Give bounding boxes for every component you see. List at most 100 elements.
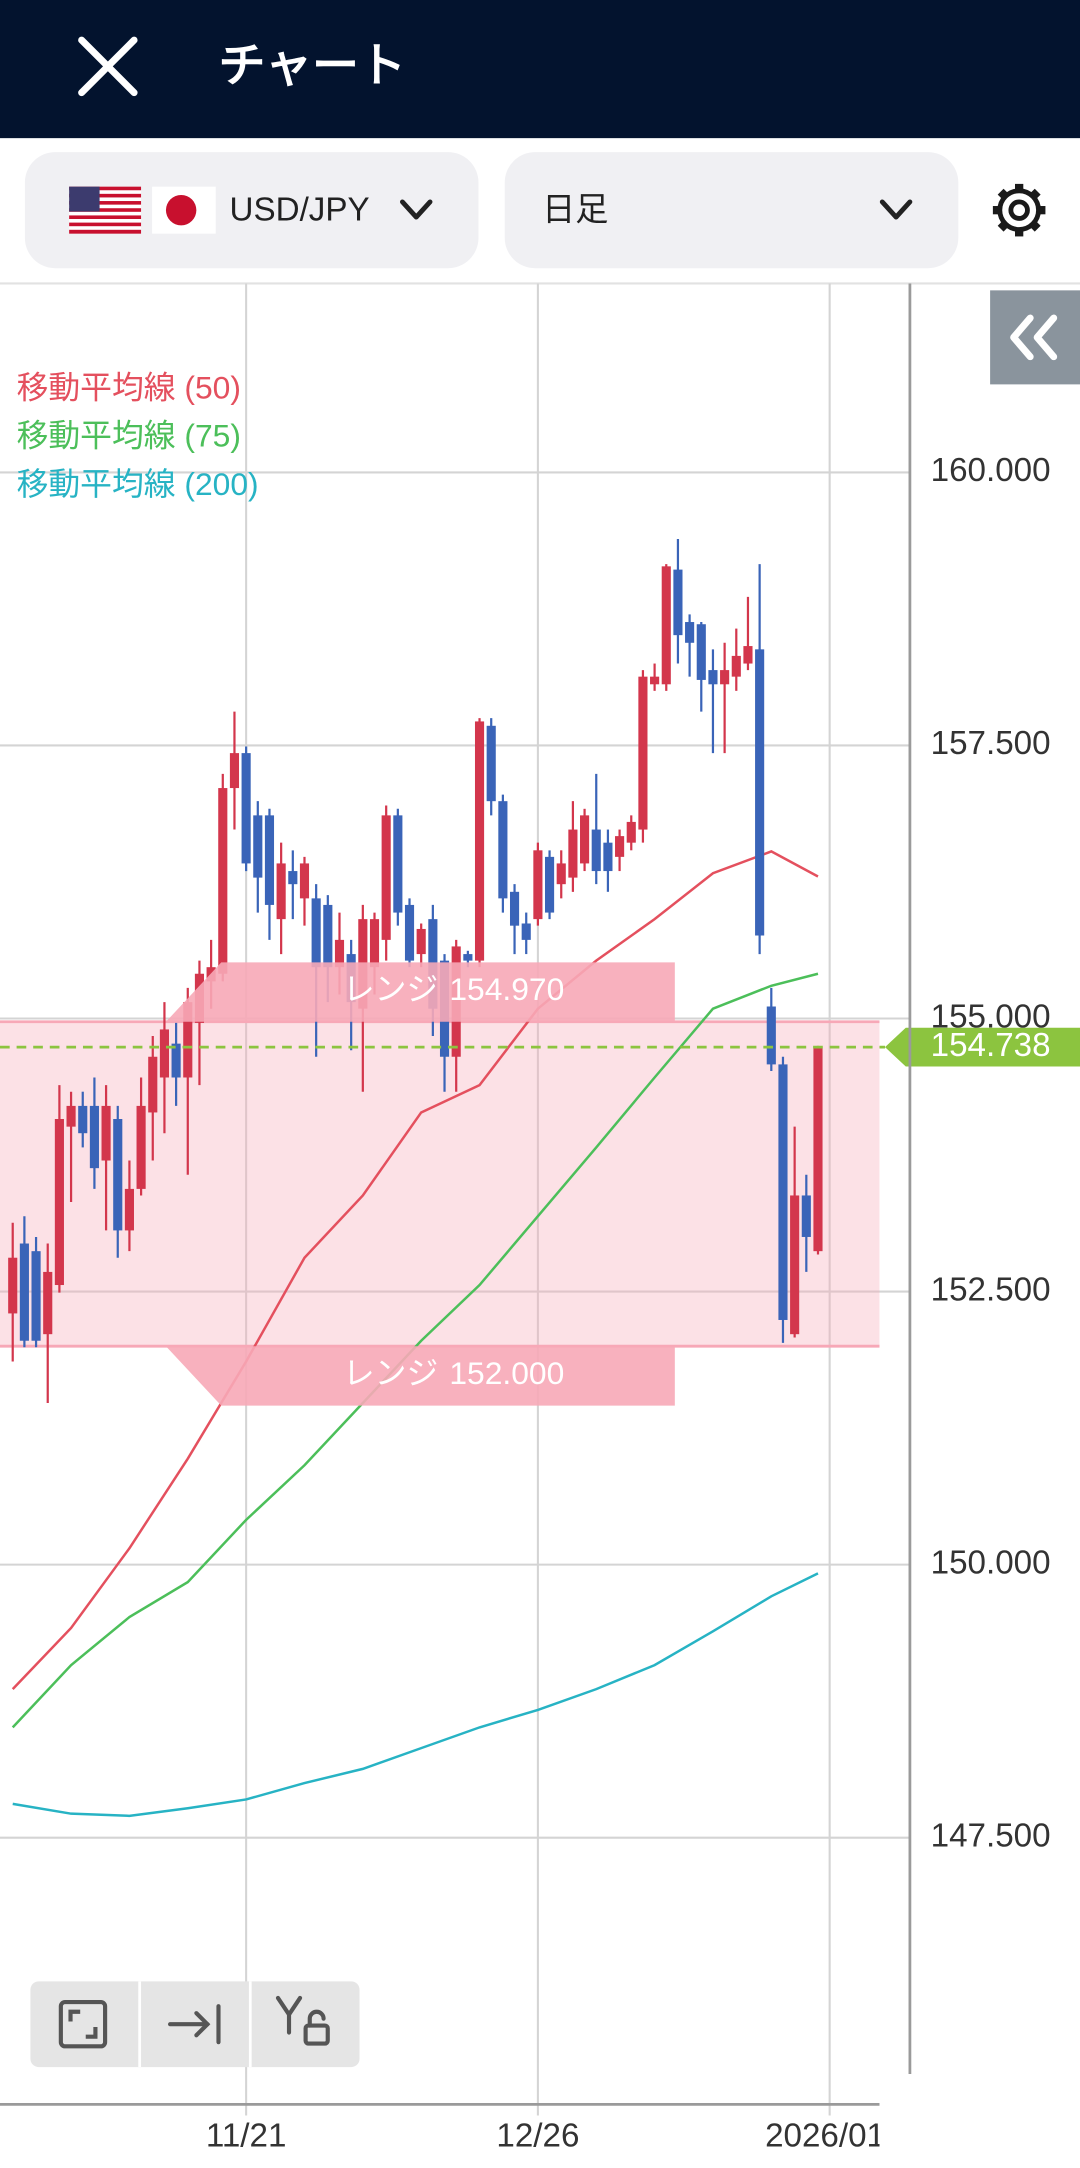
candle-body bbox=[323, 904, 333, 968]
chart-tools bbox=[30, 1981, 360, 2068]
candle-body bbox=[276, 863, 286, 920]
header-bar bbox=[0, 0, 1080, 139]
range-tab bbox=[165, 1346, 675, 1406]
candle-body bbox=[416, 928, 426, 955]
candle-body bbox=[743, 646, 753, 664]
candle-body bbox=[650, 676, 660, 685]
close-button[interactable] bbox=[78, 36, 138, 97]
candle-body bbox=[591, 829, 601, 872]
range-label: レンジ 154.970 bbox=[343, 971, 564, 1007]
candle-body bbox=[766, 1006, 776, 1065]
y-tick-label: 152.500 bbox=[931, 1271, 1051, 1308]
legend-entry: 移動平均線 (75) bbox=[17, 418, 241, 454]
y-tick-label: 157.500 bbox=[931, 725, 1051, 762]
candle-body bbox=[393, 815, 403, 913]
candle-body bbox=[801, 1195, 811, 1237]
timeframe-selector[interactable]: 日足 bbox=[504, 152, 959, 269]
candle-body bbox=[241, 753, 251, 864]
x-label-layer: 11/21 12/26 2026/01/ bbox=[206, 2117, 895, 2154]
last-price-tag bbox=[885, 1027, 1080, 1067]
x-tick-label: 11/21 bbox=[206, 2117, 287, 2154]
us-flag bbox=[69, 186, 142, 234]
candle-body bbox=[404, 904, 415, 961]
moving-average-line bbox=[11, 850, 819, 1691]
scroll-end-button[interactable] bbox=[168, 2004, 221, 2045]
candle-body bbox=[66, 1105, 76, 1127]
candle-body bbox=[509, 891, 520, 926]
candle-body bbox=[54, 1119, 64, 1286]
range-label-name: レンジ bbox=[343, 971, 438, 1007]
candle-body bbox=[708, 670, 718, 685]
overlay-layer: レンジ 154.970 レンジ 152.000 154.738 bbox=[0, 962, 1080, 1406]
x-tick-label: 12/26 bbox=[496, 2117, 579, 2154]
last-price-label: 154.738 bbox=[931, 1027, 1051, 1064]
x-tick-label: 2026/01/ bbox=[765, 2117, 895, 2154]
header-title: チャート bbox=[218, 39, 406, 92]
candle-body bbox=[790, 1195, 800, 1335]
timeframe-label: 日足 bbox=[542, 191, 608, 228]
legend: 移動平均線 (50) 移動平均線 (75) 移動平均線 (200) bbox=[17, 369, 259, 502]
candle-body bbox=[381, 815, 391, 940]
label-layer: 147.500 150.000 152.500 155.000 157.500 160.0… bbox=[931, 452, 1051, 1854]
settings-button[interactable] bbox=[992, 183, 1046, 237]
fit-button[interactable] bbox=[58, 2000, 108, 2049]
candle-body bbox=[136, 1105, 146, 1189]
candle-body bbox=[311, 898, 321, 968]
candle-body bbox=[31, 1251, 41, 1341]
candle-body bbox=[556, 863, 566, 885]
candle-body bbox=[580, 815, 590, 864]
candle-body bbox=[533, 850, 543, 920]
candle-body bbox=[638, 676, 648, 830]
y-tick-label: 147.500 bbox=[931, 1817, 1051, 1854]
candle-body bbox=[183, 1002, 193, 1078]
candle-body bbox=[661, 566, 671, 685]
candle-body bbox=[124, 1188, 134, 1231]
candle-body bbox=[299, 863, 310, 899]
legend-entry: 移動平均線 (200) bbox=[17, 466, 259, 502]
candle-body bbox=[89, 1105, 99, 1169]
candle-body bbox=[615, 836, 625, 857]
candle-body bbox=[626, 821, 636, 843]
range-label-value: 152.000 bbox=[449, 1355, 564, 1391]
candle-body bbox=[8, 1257, 18, 1314]
candle-body bbox=[253, 815, 263, 878]
candle-body bbox=[696, 624, 706, 680]
candle-body bbox=[685, 622, 695, 643]
candle-body bbox=[463, 954, 473, 961]
candle-body bbox=[218, 788, 228, 974]
candle-body bbox=[159, 1029, 170, 1078]
candle-body bbox=[369, 919, 380, 968]
candle-body bbox=[229, 753, 240, 789]
collapse-panel-button[interactable] bbox=[990, 290, 1080, 385]
range-layer bbox=[0, 1020, 880, 1348]
candle-body bbox=[148, 1056, 158, 1113]
pair-selector[interactable]: USD/JPY bbox=[24, 152, 479, 269]
candle-body bbox=[521, 923, 531, 940]
candle-body bbox=[778, 1064, 788, 1320]
candle-body bbox=[101, 1105, 111, 1161]
moving-average-line bbox=[11, 972, 819, 1729]
candle-body bbox=[731, 655, 741, 677]
y-tick-label: 160.000 bbox=[931, 452, 1051, 489]
legend-entry: 移動平均線 (50) bbox=[17, 369, 241, 405]
candle-body bbox=[568, 829, 578, 878]
candle-body bbox=[755, 649, 765, 936]
candle-body bbox=[264, 815, 275, 905]
candle-body bbox=[813, 1047, 823, 1252]
range-label-name: レンジ bbox=[343, 1355, 438, 1391]
range-label: レンジ 152.000 bbox=[343, 1355, 564, 1391]
ma-layer bbox=[11, 850, 819, 1818]
candle-body bbox=[113, 1119, 123, 1231]
y-tick-label: 155.000 bbox=[931, 998, 1051, 1035]
candle-body bbox=[171, 1043, 181, 1078]
y-tick-label: 150.000 bbox=[931, 1544, 1051, 1581]
candle-body bbox=[43, 1271, 53, 1335]
candle-body bbox=[673, 569, 683, 636]
candle-body bbox=[603, 842, 613, 872]
candle-body bbox=[720, 670, 730, 685]
candle-body bbox=[19, 1243, 29, 1341]
y-lock-button[interactable] bbox=[275, 1995, 330, 2046]
